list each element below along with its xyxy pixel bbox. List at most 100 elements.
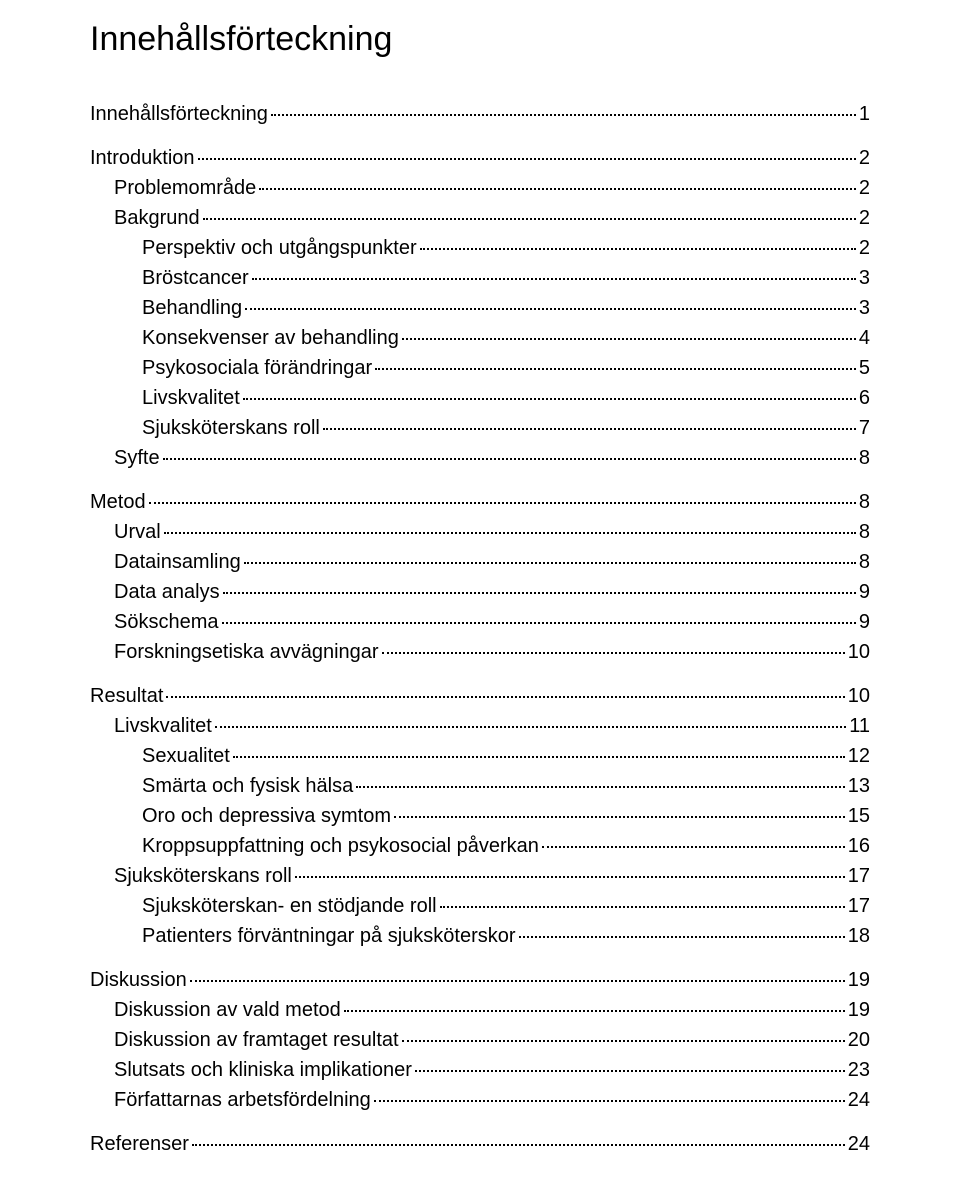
toc-entry: Forskningsetiska avvägningar10 — [90, 637, 870, 667]
toc-dot-leader — [233, 756, 845, 758]
toc-entry: Introduktion 2 — [90, 143, 870, 173]
toc-entry-page: 2 — [859, 233, 870, 263]
toc-entry-label: Forskningsetiska avvägningar — [114, 637, 379, 667]
toc-entry-page: 6 — [859, 383, 870, 413]
toc-entry: Sjuksköterskans roll 17 — [90, 861, 870, 891]
toc-entry-label: Livskvalitet — [114, 711, 212, 741]
toc-dot-leader — [402, 338, 856, 340]
toc-entry-page: 17 — [848, 891, 870, 921]
toc-entry-label: Resultat — [90, 681, 163, 711]
toc-entry: Data analys 9 — [90, 577, 870, 607]
toc-entry-label: Psykosociala förändringar — [142, 353, 372, 383]
toc-entry: Referenser24 — [90, 1129, 870, 1159]
toc-entry: Konsekvenser av behandling4 — [90, 323, 870, 353]
toc-entry-page: 4 — [859, 323, 870, 353]
toc-entry-label: Patienters förväntningar på sjukskötersk… — [142, 921, 516, 951]
toc-entry-page: 12 — [848, 741, 870, 771]
toc-entry-label: Kroppsuppfattning och psykosocial påverk… — [142, 831, 539, 861]
toc-entry-label: Diskussion av vald metod — [114, 995, 341, 1025]
toc-entry-label: Sexualitet — [142, 741, 230, 771]
toc-entry-page: 3 — [859, 263, 870, 293]
toc-entry-label: Sjuksköterskans roll — [142, 413, 320, 443]
toc-entry-page: 8 — [859, 547, 870, 577]
toc-entry: Slutsats och kliniska implikationer23 — [90, 1055, 870, 1085]
toc-entry-label: Innehållsförteckning — [90, 99, 268, 129]
toc-entry: Patienters förväntningar på sjukskötersk… — [90, 921, 870, 951]
toc-entry: Datainsamling 8 — [90, 547, 870, 577]
toc-entry-label: Smärta och fysisk hälsa — [142, 771, 353, 801]
toc-entry: Bakgrund 2 — [90, 203, 870, 233]
toc-page: Innehållsförteckning Innehållsförtecknin… — [0, 0, 960, 1189]
toc-dot-leader — [190, 980, 845, 982]
toc-entry-label: Författarnas arbetsfördelning — [114, 1085, 371, 1115]
toc-entry-page: 1 — [859, 99, 870, 129]
toc-dot-leader — [252, 278, 856, 280]
toc-entry: Sjuksköterskan- en stödjande roll 17 — [90, 891, 870, 921]
toc-entry-page: 13 — [848, 771, 870, 801]
toc-entry-label: Sjuksköterskans roll — [114, 861, 292, 891]
toc-dot-leader — [295, 876, 845, 878]
toc-dot-leader — [203, 218, 856, 220]
toc-entry: Smärta och fysisk hälsa 13 — [90, 771, 870, 801]
toc-entry: Metod8 — [90, 487, 870, 517]
toc-entry-label: Sjuksköterskan- en stödjande roll — [142, 891, 437, 921]
toc-dot-leader — [402, 1040, 845, 1042]
toc-entry-label: Bakgrund — [114, 203, 200, 233]
toc-entry-label: Bröstcancer — [142, 263, 249, 293]
toc-entry-page: 5 — [859, 353, 870, 383]
toc-entry-label: Livskvalitet — [142, 383, 240, 413]
toc-entry: Innehållsförteckning 1 — [90, 99, 870, 129]
toc-dot-leader — [245, 308, 856, 310]
toc-entry-page: 10 — [848, 681, 870, 711]
toc-entry-label: Problemområde — [114, 173, 256, 203]
toc-entry: Sexualitet 12 — [90, 741, 870, 771]
toc-entry-page: 17 — [848, 861, 870, 891]
toc-entry: Behandling 3 — [90, 293, 870, 323]
toc-entry: Psykosociala förändringar 5 — [90, 353, 870, 383]
toc-entry-page: 2 — [859, 143, 870, 173]
toc-entry-label: Referenser — [90, 1129, 189, 1159]
toc-entry-label: Diskussion av framtaget resultat — [114, 1025, 399, 1055]
toc-dot-leader — [375, 368, 856, 370]
toc-entry: Urval8 — [90, 517, 870, 547]
toc-entry: Sjuksköterskans roll 7 — [90, 413, 870, 443]
toc-entry: Livskvalitet11 — [90, 711, 870, 741]
toc-entry-label: Datainsamling — [114, 547, 241, 577]
toc-entry-label: Metod — [90, 487, 146, 517]
page-title: Innehållsförteckning — [90, 20, 870, 59]
toc-entry: Syfte 8 — [90, 443, 870, 473]
toc-entry: Livskvalitet 6 — [90, 383, 870, 413]
toc-entry-label: Introduktion — [90, 143, 195, 173]
toc-entry: Resultat 10 — [90, 681, 870, 711]
toc-entry-page: 24 — [848, 1085, 870, 1115]
toc-entry-page: 8 — [859, 443, 870, 473]
toc-dot-leader — [542, 846, 845, 848]
toc-entry-page: 9 — [859, 577, 870, 607]
toc-dot-leader — [198, 158, 856, 160]
toc-entry-page: 7 — [859, 413, 870, 443]
toc-dot-leader — [394, 816, 845, 818]
toc-dot-leader — [323, 428, 856, 430]
toc-entry-label: Sökschema — [114, 607, 219, 637]
toc-entry-label: Diskussion — [90, 965, 187, 995]
toc-entry: Diskussion av framtaget resultat 20 — [90, 1025, 870, 1055]
toc-entry-page: 20 — [848, 1025, 870, 1055]
toc-dot-leader — [243, 398, 856, 400]
toc-entry-label: Slutsats och kliniska implikationer — [114, 1055, 412, 1085]
toc-entry-label: Syfte — [114, 443, 160, 473]
toc-entry-label: Behandling — [142, 293, 242, 323]
toc-entry-label: Data analys — [114, 577, 220, 607]
toc-entry-page: 2 — [859, 203, 870, 233]
toc-entry: Problemområde 2 — [90, 173, 870, 203]
toc-entry: Författarnas arbetsfördelning 24 — [90, 1085, 870, 1115]
toc-dot-leader — [374, 1100, 845, 1102]
toc-dot-leader — [163, 458, 856, 460]
toc-entry: Bröstcancer 3 — [90, 263, 870, 293]
toc-dot-leader — [192, 1144, 845, 1146]
toc-entry-page: 2 — [859, 173, 870, 203]
toc-entry-page: 3 — [859, 293, 870, 323]
toc-entry-page: 19 — [848, 995, 870, 1025]
toc-entry-page: 9 — [859, 607, 870, 637]
toc-dot-leader — [356, 786, 845, 788]
toc-entry-page: 19 — [848, 965, 870, 995]
